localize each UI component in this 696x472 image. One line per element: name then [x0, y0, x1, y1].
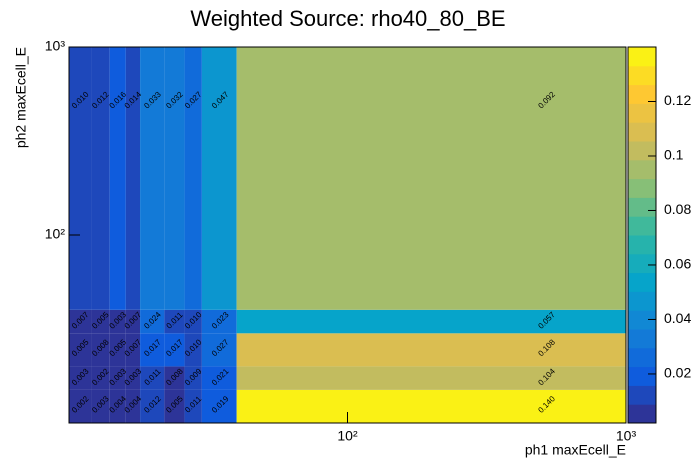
cell: [164, 47, 185, 310]
cell: [184, 389, 202, 423]
cell: [201, 389, 237, 423]
cell: [140, 309, 165, 334]
cell: [201, 333, 237, 367]
cell: [164, 389, 185, 423]
cell: [69, 333, 92, 367]
cell: [164, 366, 185, 390]
palette-band: [628, 65, 656, 86]
cell: [109, 389, 126, 423]
cell: [140, 389, 165, 423]
cell: [91, 309, 110, 334]
cell: [236, 309, 626, 334]
z-tick-label: 0.1: [664, 147, 684, 163]
palette-frame: [627, 46, 657, 424]
palette-band: [628, 272, 656, 292]
cell: [201, 366, 237, 390]
cell: [236, 47, 626, 310]
palette-band: [628, 47, 656, 67]
cell: [109, 309, 126, 334]
palette-band: [628, 159, 656, 180]
z-tick-label: 0.06: [664, 256, 691, 272]
cell: [69, 47, 92, 310]
y-axis-title: ph2 maxEcell_E: [13, 47, 29, 148]
palette-band: [628, 291, 656, 311]
cell: [164, 333, 185, 367]
cell: [201, 47, 237, 310]
cell: [91, 366, 110, 390]
palette-band: [628, 310, 656, 330]
cell: [184, 47, 202, 310]
palette-band: [628, 404, 656, 424]
palette-band: [628, 216, 656, 236]
cell: [236, 366, 626, 390]
palette-band: [628, 347, 656, 368]
palette-band: [628, 178, 656, 198]
z-tick-label: 0.04: [664, 310, 691, 326]
palette-band: [628, 122, 656, 142]
palette-band: [628, 141, 656, 161]
cell: [109, 333, 126, 367]
cell: [125, 389, 141, 423]
palette-band: [628, 366, 656, 386]
palette-band: [628, 385, 656, 405]
cell: [140, 333, 165, 367]
y-tick-label: 10³: [45, 38, 66, 54]
cell: [236, 333, 626, 367]
y-tick-label: 10²: [45, 226, 66, 242]
palette-band: [628, 329, 656, 349]
cell: [125, 366, 141, 390]
x-tick-label: 10³: [616, 428, 637, 444]
z-tick-label: 0.02: [664, 365, 691, 381]
cell: [91, 47, 110, 310]
cell: [69, 366, 92, 390]
cell: [184, 333, 202, 367]
cell: [109, 47, 126, 310]
cell: [184, 309, 202, 334]
cell: [69, 389, 92, 423]
cell: [236, 389, 626, 423]
cell: [140, 47, 165, 310]
cell: [184, 366, 202, 390]
cell: [91, 333, 110, 367]
z-tick-label: 0.12: [664, 92, 691, 108]
palette-band: [628, 197, 656, 217]
palette-band: [628, 84, 656, 104]
cell: [125, 333, 141, 367]
x-tick-label: 10²: [337, 428, 358, 444]
palette-band: [628, 235, 656, 255]
cell: [201, 309, 237, 334]
cell: [125, 309, 141, 334]
x-axis-title: ph1 maxEcell_E: [525, 442, 626, 458]
chart-title: Weighted Source: rho40_80_BE: [190, 6, 505, 31]
cell: [109, 366, 126, 390]
cell: [125, 47, 141, 310]
z-tick-label: 0.08: [664, 201, 691, 217]
palette-band: [628, 103, 656, 123]
cell: [69, 309, 92, 334]
cell: [91, 389, 110, 423]
cell: [164, 309, 185, 334]
cell: [140, 366, 165, 390]
palette-band: [628, 253, 656, 274]
